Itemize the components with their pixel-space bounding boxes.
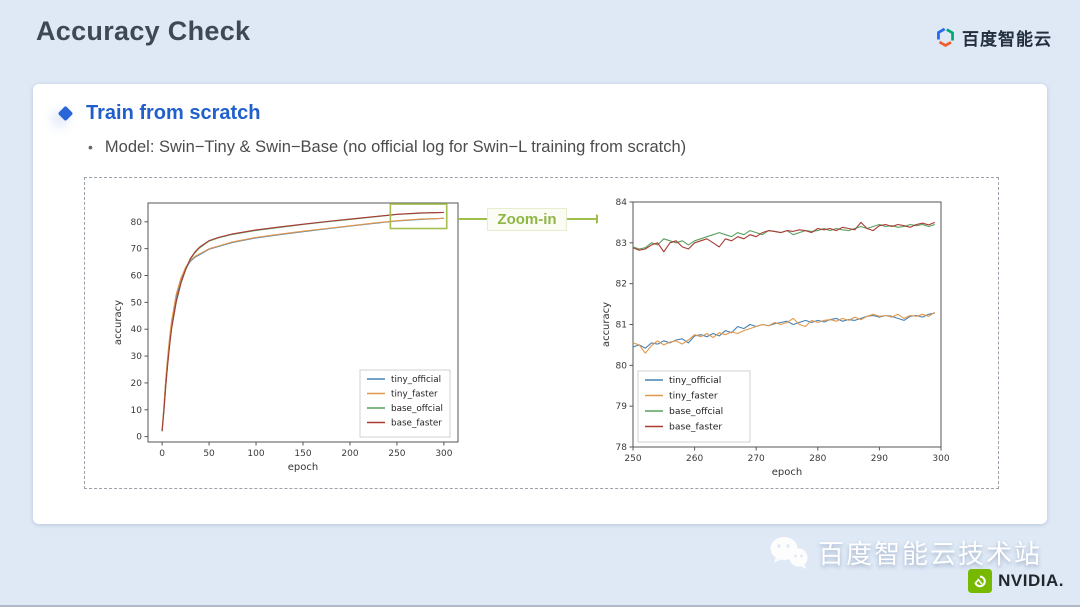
nvidia-logo-text: NVIDIA. — [998, 571, 1064, 590]
svg-text:280: 280 — [809, 454, 826, 464]
charts-panel — [84, 177, 999, 489]
svg-text:84: 84 — [616, 198, 628, 208]
svg-text:tiny_official: tiny_official — [391, 375, 441, 385]
svg-text:50: 50 — [203, 449, 215, 459]
svg-text:270: 270 — [748, 454, 765, 464]
right-accuracy-chart-zoomed: 250 260 270 280 290 300 78 79 80 81 82 83 84 epoch acc… — [598, 181, 954, 481]
svg-text:tiny_official: tiny_official — [669, 375, 721, 386]
section-heading: Train from scratch — [57, 102, 261, 125]
svg-text:78: 78 — [616, 443, 628, 453]
svg-text:tiny_faster: tiny_faster — [669, 391, 718, 402]
model-note-text: Model: Swin−Tiny & Swin−Base (no officia… — [104, 138, 687, 156]
baidu-cloud-logo-text: 百度智能云 — [962, 30, 1052, 49]
zoom-in-label: Zoom-in — [487, 207, 567, 231]
svg-text:290: 290 — [871, 454, 888, 464]
svg-text:100: 100 — [247, 449, 264, 459]
svg-text:accuracy: accuracy — [601, 302, 612, 347]
svg-text:83: 83 — [616, 239, 627, 249]
svg-text:0: 0 — [136, 433, 142, 443]
svg-text:10: 10 — [131, 406, 143, 416]
diamond-bullet-icon — [57, 105, 74, 122]
svg-text:epoch: epoch — [772, 467, 802, 478]
baidu-cloud-logo-icon — [937, 27, 954, 48]
wechat-account-name: 百度智能云技术站 — [818, 539, 1043, 569]
svg-text:250: 250 — [388, 449, 405, 459]
svg-text:300: 300 — [435, 449, 452, 459]
svg-text:60: 60 — [131, 272, 143, 282]
svg-text:base_faster: base_faster — [669, 422, 722, 433]
svg-text:30: 30 — [131, 352, 143, 362]
svg-text:82: 82 — [616, 280, 627, 290]
svg-text:250: 250 — [624, 454, 641, 464]
svg-text:base_offcial: base_offcial — [391, 404, 443, 414]
svg-text:150: 150 — [294, 449, 311, 459]
svg-text:79: 79 — [616, 402, 628, 412]
svg-text:80: 80 — [616, 361, 628, 371]
page-title: Accuracy Check — [36, 16, 251, 46]
left-accuracy-chart: 0 50 100 150 200 250 300 0 10 20 30 40 50 60 70 80 epoch… — [86, 181, 476, 481]
model-note: • Model: Swin−Tiny & Swin−Base (no offic… — [88, 138, 686, 157]
nvidia-logo-icon — [968, 569, 993, 593]
connector-line — [458, 218, 488, 220]
section-heading-text: Train from scratch — [86, 102, 261, 124]
zoom-in-connector: Zoom-in — [458, 206, 604, 232]
nvidia-logo: NVIDIA. — [968, 569, 1064, 593]
svg-text:50: 50 — [131, 298, 143, 308]
svg-text:200: 200 — [341, 449, 358, 459]
svg-text:260: 260 — [686, 454, 703, 464]
wechat-account: 百度智能云技术站 — [768, 534, 1042, 571]
dot-bullet-icon: • — [88, 139, 93, 155]
svg-text:base_offcial: base_offcial — [669, 406, 723, 417]
svg-text:81: 81 — [616, 321, 627, 331]
svg-text:epoch: epoch — [288, 462, 318, 473]
svg-text:20: 20 — [131, 379, 143, 389]
svg-text:accuracy: accuracy — [113, 300, 124, 345]
svg-text:base_faster: base_faster — [391, 419, 442, 429]
svg-text:tiny_faster: tiny_faster — [391, 390, 438, 400]
svg-text:300: 300 — [932, 454, 949, 464]
baidu-cloud-logo: 百度智能云 — [935, 25, 1052, 50]
svg-text:40: 40 — [131, 325, 143, 335]
bottom-edge-line — [0, 605, 1080, 607]
svg-text:80: 80 — [131, 218, 143, 228]
connector-line — [566, 218, 596, 220]
wechat-icon — [770, 536, 808, 569]
svg-text:0: 0 — [159, 449, 165, 459]
svg-text:70: 70 — [131, 245, 143, 255]
